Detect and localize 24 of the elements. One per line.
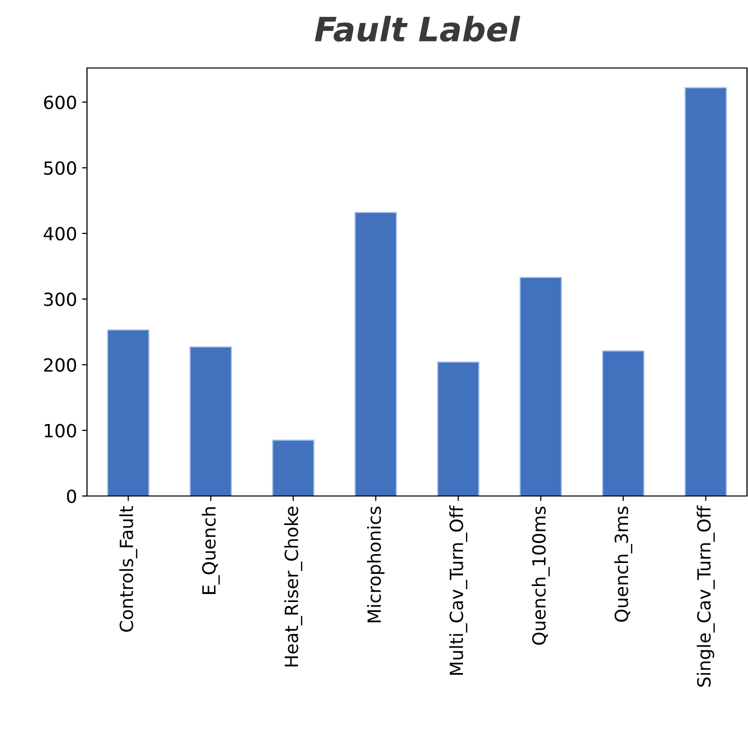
y-tick-label: 300 [44,292,76,306]
bar [190,346,232,496]
bar [272,440,314,496]
x-tick-label: E_Quench [202,507,220,594]
x-tick-label: Quench_100ms [532,506,550,645]
y-tick-label: 500 [44,161,76,175]
y-tick-label: 200 [44,358,76,372]
x-tick-label: Multi_Cav_Turn_Off [449,505,468,675]
bar [437,362,480,496]
bar [354,212,397,496]
x-tick-label: Heat_Riser_Choke [284,506,302,666]
y-tick-label: 400 [44,226,76,241]
bar [602,350,644,496]
x-tick-label: Microphonics [367,506,384,622]
chart-title: Fault Label [314,16,520,42]
bar [520,276,562,496]
y-tick-label: 600 [44,96,76,110]
x-tick-label: Single_Cav_Turn_Off [696,505,715,687]
x-tick-label: Controls_Fault [119,506,138,632]
bar [684,87,727,496]
x-tick-label: Quench_3ms [614,506,632,622]
y-tick-label: 0 [66,489,76,504]
bar [107,329,150,496]
y-tick-label: 100 [44,424,76,438]
